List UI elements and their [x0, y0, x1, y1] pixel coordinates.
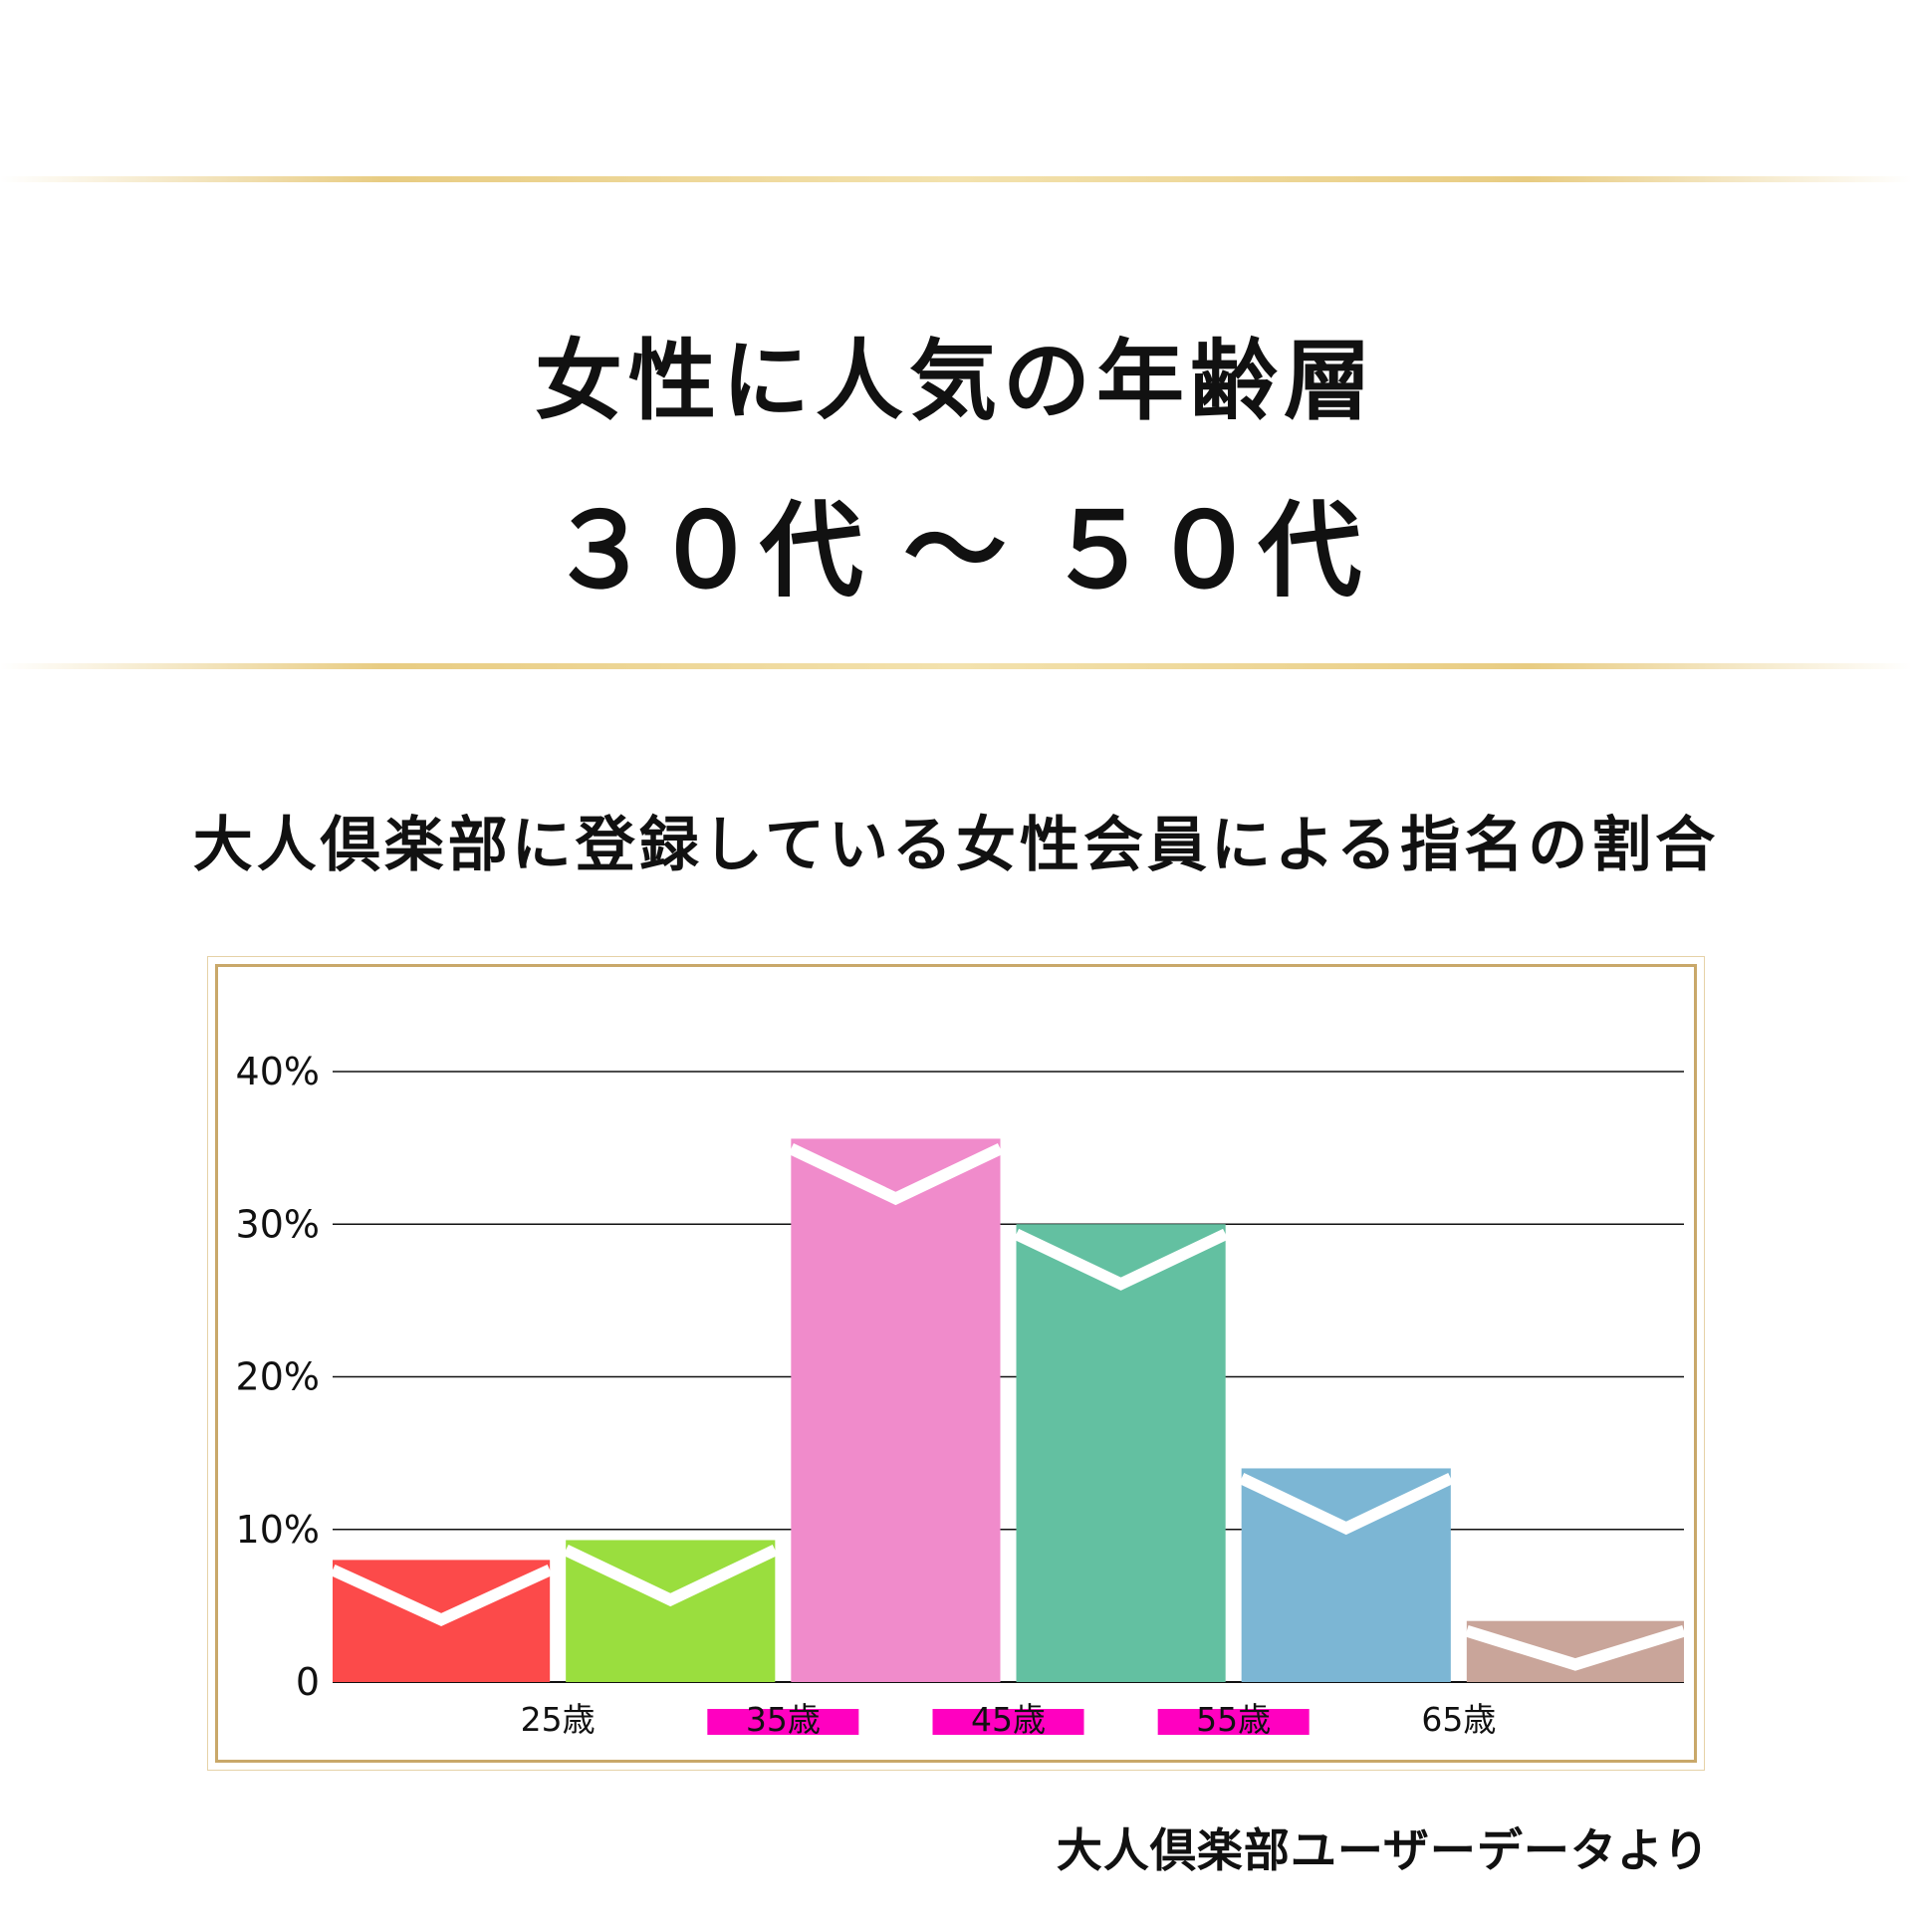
- bar-chevron-4: [1239, 1473, 1454, 1536]
- bar-3: [1016, 1224, 1226, 1682]
- bar-chevron-2: [788, 1143, 1004, 1206]
- bar-chevron-3: [1013, 1228, 1229, 1291]
- y-tick-label: 0: [296, 1660, 320, 1704]
- bar-2: [791, 1138, 1001, 1682]
- bar-chevron-1: [563, 1545, 778, 1607]
- x-label-highlight: [707, 1709, 859, 1735]
- x-category-label: 45歳: [971, 1700, 1046, 1739]
- chart-inner-border: [215, 964, 1697, 1763]
- y-tick-label: 30%: [236, 1202, 320, 1246]
- x-category-label: 35歳: [746, 1700, 821, 1739]
- headline-title: 女性に人気の年齢層: [534, 329, 1377, 432]
- chart-frame: 0 10% 20% 30% 40% 25歳 35歳 45歳 55歳 65歳: [207, 956, 1705, 1771]
- y-tick-labels: 0 10% 20% 30% 40%: [236, 1050, 320, 1704]
- x-label-highlight: [932, 1709, 1084, 1735]
- x-category-labels: 25歳 35歳 45歳 55歳 65歳: [521, 1700, 1497, 1739]
- bar-chevron-5: [1465, 1624, 1686, 1671]
- bar-chevron-0: [330, 1564, 553, 1627]
- y-tick-label: 10%: [236, 1508, 320, 1552]
- x-category-label: 55歳: [1196, 1700, 1271, 1739]
- gridlines: [333, 1071, 1684, 1683]
- chart-subtitle: 大人倶楽部に登録している女性会員による指名の割合: [192, 811, 1720, 880]
- bar-5: [1466, 1620, 1684, 1682]
- bottom-gold-divider: [0, 663, 1912, 669]
- headline-age-range: ３０代 〜 ５０代: [548, 489, 1364, 611]
- bar-4: [1241, 1468, 1451, 1682]
- bar-chart: 0 10% 20% 30% 40% 25歳 35歳 45歳 55歳 65歳: [236, 1050, 1686, 1739]
- x-category-label: 65歳: [1421, 1700, 1496, 1739]
- bars: [330, 1138, 1686, 1682]
- top-gold-divider: [0, 176, 1912, 182]
- y-tick-label: 40%: [236, 1050, 320, 1093]
- source-note: 大人倶楽部ユーザーデータより: [1056, 1823, 1710, 1877]
- x-label-highlight: [1157, 1709, 1310, 1735]
- y-tick-label: 20%: [236, 1355, 320, 1399]
- x-category-label: 25歳: [521, 1700, 596, 1739]
